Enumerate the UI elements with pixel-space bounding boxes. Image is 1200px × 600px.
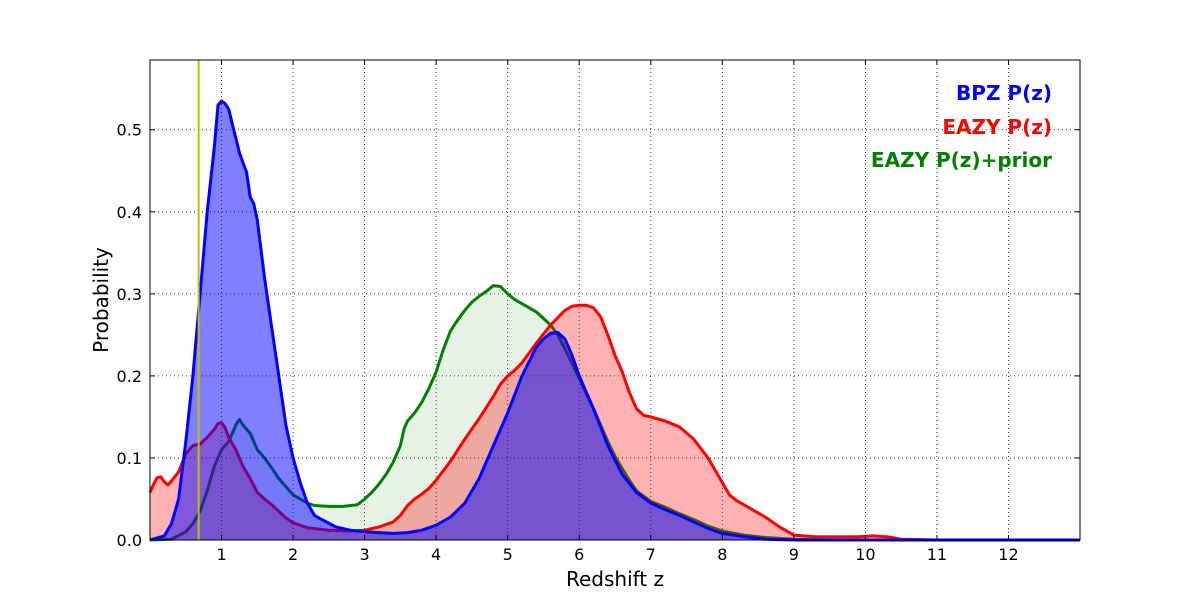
legend: BPZ P(z) EAZY P(z) EAZY P(z)+prior xyxy=(871,81,1052,172)
x-axis-label: Redshift z xyxy=(566,567,664,591)
series-layer xyxy=(148,99,1080,542)
axis-ticks: 1 2 3 4 5 6 7 8 9 10 11 120.00.10.20.30.40.5 xyxy=(117,60,1080,564)
x-tick-label: 8 xyxy=(717,545,727,564)
x-tick-label: 2 xyxy=(288,545,298,564)
series-line-bpz-p-z xyxy=(149,99,1080,542)
x-tick-label: 7 xyxy=(646,545,656,564)
y-axis-label: Probability xyxy=(89,247,113,353)
x-tick-label: 4 xyxy=(431,545,441,564)
x-tick-label: 11 xyxy=(927,545,947,564)
y-tick-label: 0.4 xyxy=(117,203,142,222)
legend-entry-eazy-prior: EAZY P(z)+prior xyxy=(871,148,1052,172)
x-tick-label: 12 xyxy=(998,545,1018,564)
plot-frame xyxy=(149,59,1081,541)
y-tick-label: 0.2 xyxy=(117,367,142,386)
x-tick-label: 3 xyxy=(360,545,370,564)
y-tick-label: 0.1 xyxy=(117,449,142,468)
legend-entry-bpz: BPZ P(z) xyxy=(956,81,1052,105)
y-tick-label: 0.0 xyxy=(117,531,142,550)
x-tick-label: 10 xyxy=(855,545,875,564)
x-tick-label: 5 xyxy=(503,545,513,564)
legend-entry-eazy: EAZY P(z) xyxy=(942,115,1052,139)
x-tick-label: 1 xyxy=(216,545,226,564)
x-tick-label: 9 xyxy=(789,545,799,564)
y-tick-label: 0.5 xyxy=(117,121,142,140)
series-area-eazy-p-z xyxy=(150,305,1080,540)
x-tick-label: 6 xyxy=(574,545,584,564)
series-area-bpz-p-z xyxy=(150,101,1080,540)
y-tick-label: 0.3 xyxy=(117,285,142,304)
